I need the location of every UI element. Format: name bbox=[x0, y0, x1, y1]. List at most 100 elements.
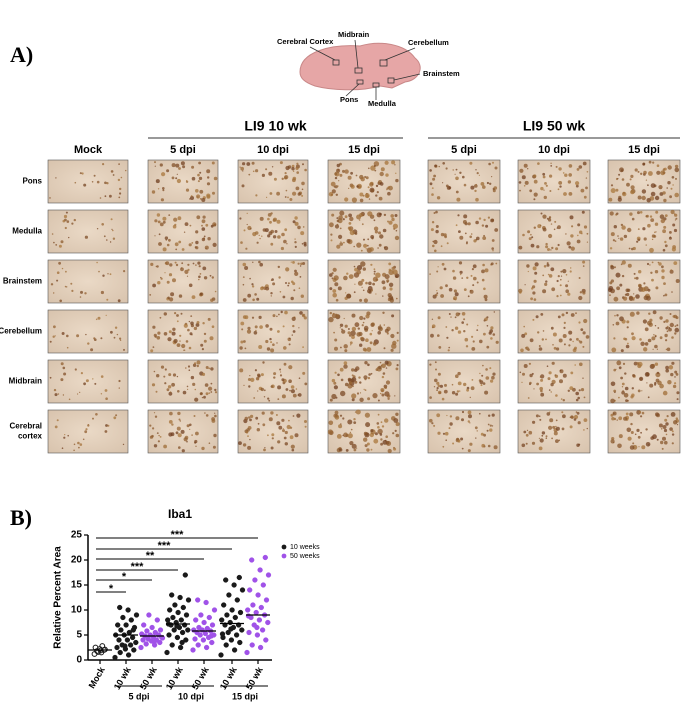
cell-stain bbox=[621, 386, 624, 388]
data-point bbox=[249, 557, 255, 563]
cell-stain bbox=[373, 268, 376, 271]
cell-stain bbox=[65, 270, 67, 273]
cell-stain bbox=[288, 343, 291, 346]
cell-stain bbox=[347, 328, 350, 330]
cell-stain bbox=[396, 297, 398, 300]
cell-stain bbox=[429, 182, 433, 186]
cell-stain bbox=[457, 214, 460, 217]
cell-stain bbox=[196, 364, 199, 368]
cell-stain bbox=[545, 435, 548, 438]
cell-stain bbox=[112, 229, 114, 232]
cell-stain bbox=[544, 182, 547, 185]
column-header: 5 dpi bbox=[451, 144, 477, 156]
cell-stain bbox=[271, 384, 275, 389]
cell-stain bbox=[671, 291, 673, 293]
cell-stain bbox=[484, 390, 489, 395]
cell-stain bbox=[283, 362, 287, 366]
cell-stain bbox=[436, 387, 439, 390]
cell-stain bbox=[284, 228, 288, 232]
cell-stain bbox=[258, 234, 260, 236]
cell-stain bbox=[546, 263, 550, 267]
cell-stain bbox=[661, 269, 665, 273]
cell-stain bbox=[272, 343, 275, 347]
cell-stain bbox=[204, 412, 206, 414]
cell-stain bbox=[284, 430, 288, 435]
data-point bbox=[195, 597, 201, 603]
cell-stain bbox=[643, 347, 648, 352]
cell-stain bbox=[51, 233, 54, 235]
cell-stain bbox=[62, 219, 66, 223]
cell-stain bbox=[84, 430, 88, 434]
cell-stain bbox=[672, 184, 674, 186]
cell-stain bbox=[578, 321, 581, 324]
cell-stain bbox=[374, 432, 378, 436]
cell-stain bbox=[560, 270, 563, 273]
cell-stain bbox=[675, 217, 678, 220]
cell-stain bbox=[395, 412, 399, 416]
cell-stain bbox=[550, 223, 553, 225]
cell-stain bbox=[549, 174, 553, 178]
cell-stain bbox=[634, 277, 636, 280]
cell-stain bbox=[563, 192, 567, 196]
cell-stain bbox=[554, 374, 559, 378]
cell-stain bbox=[188, 320, 191, 323]
cell-stain bbox=[271, 433, 275, 437]
cell-stain bbox=[282, 428, 284, 430]
cell-stain bbox=[385, 367, 388, 369]
cell-stain bbox=[60, 362, 64, 366]
cell-stain bbox=[553, 346, 557, 350]
cell-stain bbox=[478, 174, 480, 176]
cell-stain bbox=[157, 331, 161, 335]
cell-stain bbox=[563, 321, 566, 324]
cell-stain bbox=[339, 173, 343, 177]
cell-stain bbox=[160, 365, 165, 369]
cell-stain bbox=[260, 387, 264, 392]
row-label: Cerebellum bbox=[0, 327, 42, 336]
cell-stain bbox=[360, 249, 363, 252]
cell-stain bbox=[548, 274, 553, 278]
cell-stain bbox=[541, 431, 546, 435]
cell-stain bbox=[495, 262, 498, 265]
cell-stain bbox=[675, 373, 679, 376]
cell-stain bbox=[566, 241, 571, 246]
cell-stain bbox=[365, 281, 368, 285]
cell-stain bbox=[626, 427, 632, 433]
cell-stain bbox=[373, 273, 376, 275]
data-point bbox=[203, 599, 209, 606]
data-point bbox=[169, 642, 175, 648]
cell-stain bbox=[459, 235, 464, 240]
cell-stain bbox=[249, 418, 252, 422]
cell-stain bbox=[575, 411, 578, 413]
cell-stain bbox=[54, 393, 58, 397]
cell-stain bbox=[644, 327, 649, 332]
cell-stain bbox=[338, 180, 340, 182]
cell-stain bbox=[672, 315, 676, 318]
cell-stain bbox=[386, 332, 389, 335]
cell-stain bbox=[349, 341, 353, 345]
cell-stain bbox=[455, 374, 459, 379]
cell-stain bbox=[570, 234, 574, 238]
cell-stain bbox=[614, 314, 616, 317]
cell-stain bbox=[170, 292, 175, 297]
cell-stain bbox=[59, 299, 62, 303]
cell-stain bbox=[473, 239, 477, 243]
cell-stain bbox=[570, 371, 574, 375]
cell-stain bbox=[280, 246, 284, 251]
data-point bbox=[192, 636, 198, 642]
cell-stain bbox=[480, 384, 483, 387]
cell-stain bbox=[457, 439, 461, 443]
cell-stain bbox=[476, 329, 479, 331]
cell-stain bbox=[484, 298, 488, 302]
cell-stain bbox=[347, 331, 351, 335]
cell-stain bbox=[379, 182, 384, 186]
cell-stain bbox=[71, 289, 74, 292]
cell-stain bbox=[363, 317, 366, 320]
cell-stain bbox=[186, 424, 190, 428]
cell-stain bbox=[253, 331, 258, 335]
micrograph bbox=[237, 409, 309, 454]
cell-stain bbox=[351, 393, 357, 399]
cell-stain bbox=[467, 222, 471, 226]
cell-stain bbox=[359, 343, 363, 347]
cell-stain bbox=[628, 247, 631, 250]
cell-stain bbox=[537, 331, 540, 334]
